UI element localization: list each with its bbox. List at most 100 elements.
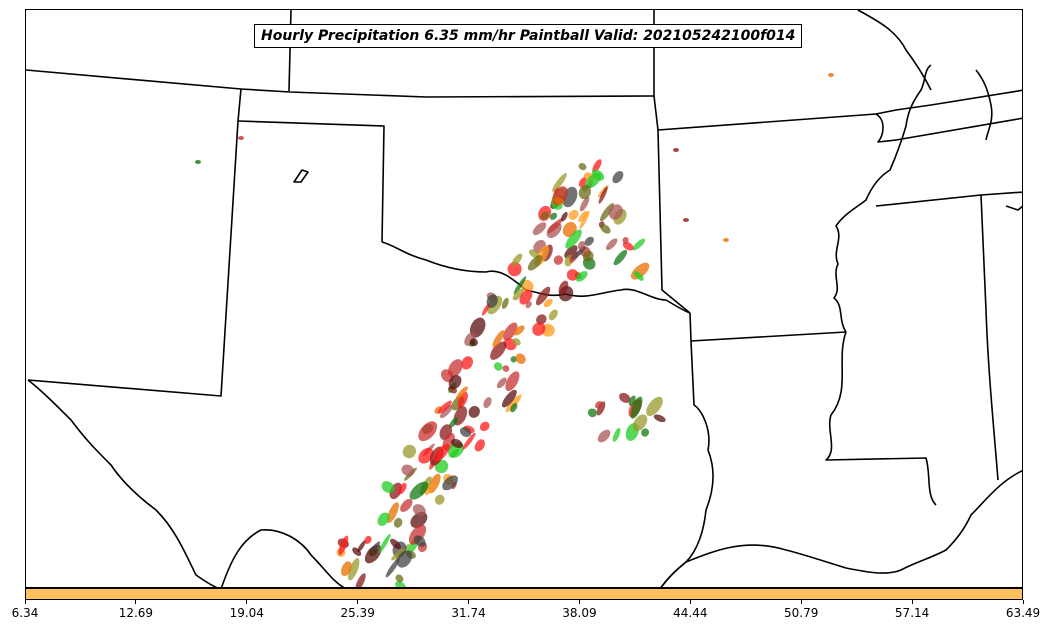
colorbar-tick-mark xyxy=(911,600,913,604)
precip-blob xyxy=(381,481,395,494)
precip-blob xyxy=(492,330,505,348)
precip-blob xyxy=(605,238,618,251)
precip-blob xyxy=(398,482,407,495)
colorbar-tick-mark xyxy=(578,600,580,604)
precip-blob xyxy=(641,428,650,437)
precip-blob xyxy=(483,397,492,409)
precip-blob xyxy=(532,222,547,236)
precip-blob xyxy=(597,429,611,443)
precip-blob xyxy=(364,535,372,544)
colorbar-tick-label: 25.39 xyxy=(340,606,375,620)
precip-blob xyxy=(461,356,474,370)
colorbar-tick-mark xyxy=(1022,600,1024,604)
precip-blob xyxy=(400,498,413,512)
precip-blob xyxy=(352,547,362,556)
precip-blob xyxy=(511,253,523,266)
precip-blob xyxy=(437,400,452,414)
lake-outline xyxy=(293,169,309,183)
precip-blob xyxy=(395,574,404,583)
precip-blob xyxy=(496,377,507,389)
new-mexico-east-border xyxy=(27,120,239,397)
precip-blob xyxy=(513,325,525,336)
precip-blob xyxy=(527,255,543,271)
precip-blob xyxy=(364,544,382,564)
precip-blob xyxy=(418,447,434,464)
colorbar-tick-mark xyxy=(246,600,248,604)
precip-blob xyxy=(409,481,429,500)
precip-blob xyxy=(490,341,507,360)
precip-blob xyxy=(412,504,426,517)
precip-blob xyxy=(338,535,349,556)
precip-blob xyxy=(521,279,534,292)
colorbar-tick-label: 6.34 xyxy=(11,606,39,620)
precip-blob xyxy=(469,317,486,338)
precip-blob xyxy=(558,280,569,295)
precip-blob xyxy=(568,209,579,220)
precip-blob xyxy=(515,353,526,364)
texas-louisiana-border xyxy=(660,340,714,587)
precip-blob xyxy=(479,421,490,432)
precip-blob xyxy=(396,550,413,568)
precip-blob xyxy=(579,210,590,229)
precip-blob xyxy=(505,371,520,392)
precip-blob xyxy=(371,541,381,552)
precip-blob xyxy=(683,218,689,222)
precip-blob xyxy=(622,241,634,251)
precip-blob xyxy=(510,403,518,413)
precip-blob xyxy=(634,271,644,281)
precip-blob xyxy=(828,73,834,77)
precip-blob xyxy=(448,375,462,390)
map-canvas xyxy=(26,10,1022,587)
precip-blob xyxy=(584,236,594,246)
colorado-west-border xyxy=(237,88,242,122)
precip-blob xyxy=(630,396,643,419)
precip-blob xyxy=(469,338,478,347)
precip-blob xyxy=(401,464,415,477)
precip-blob xyxy=(632,238,646,251)
precip-blob xyxy=(553,255,564,265)
missouri-river-ne xyxy=(975,69,993,141)
map-panel: Hourly Precipitation 6.35 mm/hr Paintbal… xyxy=(25,9,1023,588)
precip-blob xyxy=(532,322,546,336)
precip-blob xyxy=(598,186,608,204)
precip-blob xyxy=(410,511,428,528)
precip-blob xyxy=(442,475,458,491)
precip-blob xyxy=(505,394,522,413)
precip-blob xyxy=(579,196,590,212)
precip-blob xyxy=(457,391,468,409)
colorbar-tick-mark xyxy=(24,600,26,604)
precip-blob xyxy=(450,448,459,458)
precip-blob xyxy=(493,362,503,371)
state-borders xyxy=(26,10,1022,587)
precip-blob xyxy=(632,414,648,431)
precip-blob xyxy=(585,172,602,189)
precip-blob xyxy=(355,573,366,587)
precip-blob xyxy=(510,356,517,363)
precip-blob xyxy=(613,249,628,266)
precip-blob xyxy=(592,159,602,173)
precip-blob xyxy=(622,237,629,244)
precip-blob xyxy=(600,224,611,234)
precip-blob xyxy=(377,512,390,526)
precip-blob xyxy=(459,426,472,438)
precip-blob xyxy=(578,163,587,171)
precip-blob xyxy=(578,177,587,188)
colorbar xyxy=(25,588,1023,600)
precip-blob xyxy=(413,535,426,547)
precip-blob xyxy=(575,271,588,282)
precip-blob xyxy=(596,401,606,416)
precip-blob xyxy=(565,229,582,249)
precip-blob xyxy=(535,286,551,306)
colorbar-tick-mark xyxy=(689,600,691,604)
colorbar-tick-mark xyxy=(800,600,802,604)
precip-blob xyxy=(455,386,468,400)
precip-blob xyxy=(341,561,352,577)
precip-blob xyxy=(571,246,586,260)
precip-blob xyxy=(395,581,406,587)
precip-blob xyxy=(451,438,463,449)
precip-blob xyxy=(578,185,591,200)
precip-blob xyxy=(587,408,597,418)
precip-blob xyxy=(600,203,614,222)
colorbar-tick-label: 63.49 xyxy=(1005,606,1041,620)
colorbar-tick-label: 12.69 xyxy=(118,606,154,620)
